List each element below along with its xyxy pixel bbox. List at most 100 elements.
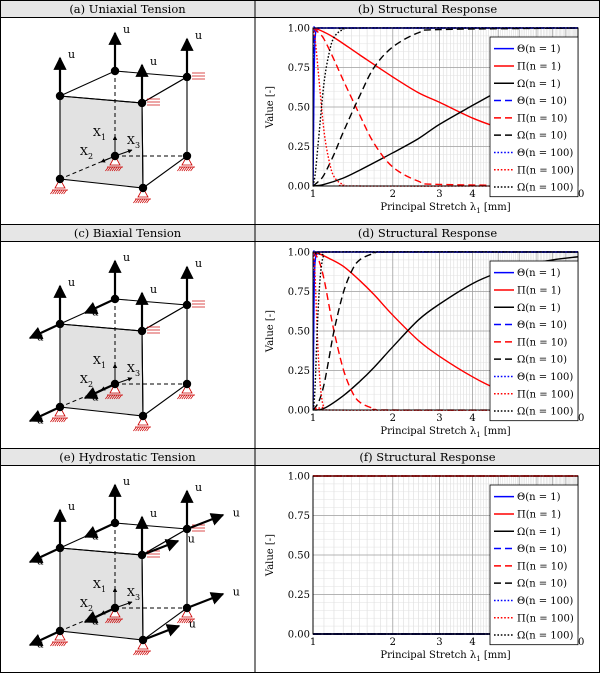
load-label: u [92,391,99,404]
load-label: u [92,530,99,543]
node-dot [55,543,65,553]
node-dot [55,626,65,636]
node-dot [138,411,148,421]
legend-entry: Ω(n = 10) [517,131,567,142]
support-hatch [113,166,118,172]
support-hatch [109,394,114,400]
legend-entry: Ω(n = 10) [517,579,567,590]
support-hatch [183,394,188,400]
load-label: u [195,29,202,42]
support-hatch [181,394,186,400]
support-hatch [141,198,146,204]
load-label: u [37,638,44,651]
x-tick-label: 1 [310,637,316,648]
support-hatch [61,417,65,423]
support-hatch [179,618,183,624]
x-tick-label: 2 [390,189,396,200]
structural-response-chart: 123456789100.000.250.500.751.00Principal… [265,472,584,664]
support-hatch [179,394,183,400]
support-triangle [137,187,149,198]
legend-entry: Π(n = 10) [517,113,568,124]
load-arrow [28,547,61,563]
axis-x3-sub: 3 [135,369,140,378]
load-label: u [150,283,157,296]
support-hatch [52,641,56,647]
node-dot [182,379,192,389]
support-hatch [111,394,116,400]
support-hatch [50,417,54,423]
support-hatch [141,650,146,656]
support-hatch [107,394,111,400]
x-tick-label: 3 [436,637,442,648]
support-hatch [54,417,59,423]
support-symbol [105,607,123,624]
node-dot [110,294,120,304]
support-hatch [135,426,139,432]
load-arrow [186,592,225,610]
support-triangle [54,630,66,641]
y-axis-label: Value [-] [265,310,276,353]
legend-entry: Θ(n = 100) [517,596,573,607]
x-tick-label: 1 [310,189,316,200]
x-tick-label: 4 [469,637,475,648]
x-tick-label: 3 [436,189,442,200]
support-symbol [50,630,68,647]
legend-entry: Θ(n = 10) [517,96,567,107]
node-dot [137,98,147,108]
load-label: u [37,555,44,568]
support-hatch [116,394,120,400]
load-label: u [123,475,130,488]
load-label: u [150,55,157,68]
support-symbol [177,155,195,172]
axis-x2-sub: 2 [88,380,93,389]
node-dot [110,518,120,528]
support-hatch [190,166,194,172]
node-dot [55,319,65,329]
axis-x3-label: X [127,586,135,599]
panel-title-right: (f) Structural Response [359,450,495,464]
x-axis-label: Principal Stretch λ1 [mm] [380,426,510,439]
y-tick-label: 0.25 [288,366,310,377]
axis-x2-label: X [80,373,88,386]
support-hatch [105,166,109,172]
support-hatch [177,166,181,172]
support-hatch [105,394,109,400]
legend: Θ(n = 1) Π(n = 1) Ω(n = 1) Θ(n = 10) Π(n = 1… [489,260,579,422]
legend-entry: Ω(n = 100) [517,631,573,642]
structural-response-chart: 123456789100.000.250.500.751.00Principal… [265,24,584,216]
axis-x2-sub: 2 [88,604,93,613]
legend-entry: Π(n = 1) [517,285,561,296]
axis-x2-label: X [80,145,88,158]
load-label: u [92,615,99,628]
support-hatch [146,198,150,204]
support-hatch [188,394,192,400]
support-hatch [63,189,67,195]
support-triangle [137,415,149,426]
support-hatch [181,618,186,624]
support-hatch [105,618,109,624]
support-symbol [133,415,151,432]
y-tick-label: 1.00 [288,248,310,259]
support-hatch [63,417,67,423]
support-hatch [133,198,137,204]
legend: Θ(n = 1) Π(n = 1) Ω(n = 1) Θ(n = 10) Π(n = 1… [489,36,579,198]
x-axis-label-main: Principal Stretch λ [380,650,476,661]
panel-title-left: (e) Hydrostatic Tension [59,450,196,464]
origin-dot [113,382,117,386]
support-hatch [137,198,142,204]
x-tick-label: 3 [436,413,442,424]
support-hatch [107,166,111,172]
load-label: u [189,617,196,630]
legend-entry: Ω(n = 100) [517,407,573,418]
panel-title-left: (a) Uniaxial Tension [69,2,186,16]
support-symbol [50,406,68,423]
support-symbol [133,639,151,656]
axis-x3-sub: 3 [135,593,140,602]
x-axis-label: Principal Stretch λ1 [mm] [380,202,510,215]
y-tick-label: 0.75 [288,287,310,298]
support-triangle [137,639,149,650]
y-axis-label: Value [-] [265,86,276,129]
legend-entry: Π(n = 100) [517,165,574,176]
